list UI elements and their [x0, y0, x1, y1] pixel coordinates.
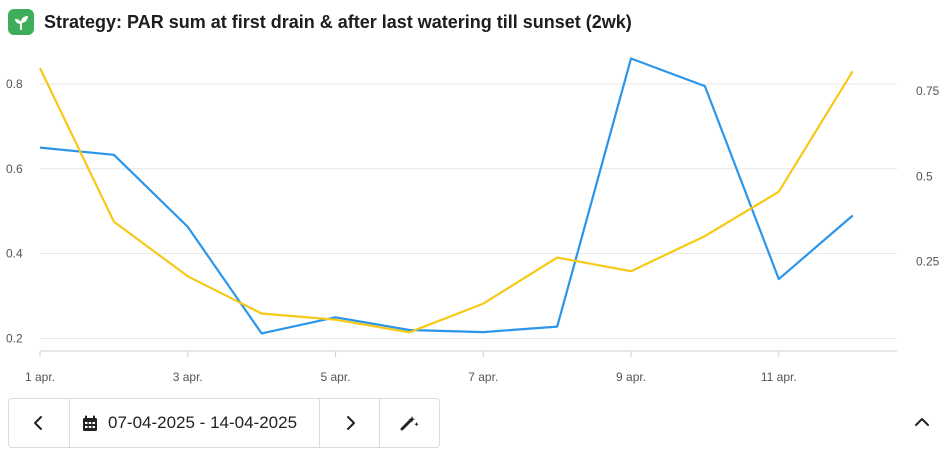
series-line-2 [39, 67, 854, 334]
x-tick-label: 1 apr. [25, 370, 55, 384]
left-y-tick-label: 0.6 [6, 162, 23, 176]
date-range-text: 07-04-2025 - 14-04-2025 [108, 413, 298, 432]
chart-tool-button[interactable] [379, 399, 439, 447]
data-series [39, 57, 854, 335]
axes: 0.2 0.4 0.6 0.8 0.25 0.5 0.75 1 apr. 3 apr. 5 apr… [6, 77, 940, 384]
magic-wand-icon [400, 416, 419, 431]
chevron-right-icon [346, 416, 355, 430]
chevron-left-icon [34, 416, 42, 430]
right-y-tick-label: 0.25 [916, 255, 940, 269]
x-tick-label: 7 apr. [468, 370, 498, 384]
date-range-picker[interactable]: 07-04-2025 - 14-04-2025 [69, 399, 319, 447]
left-y-tick-label: 0.8 [6, 77, 23, 91]
line-chart: 0.2 0.4 0.6 0.8 0.25 0.5 0.75 1 apr. 3 apr. 5 apr… [6, 57, 940, 384]
collapse-button[interactable] [906, 406, 938, 438]
date-navigation-toolbar: 07-04-2025 - 14-04-2025 [8, 398, 440, 448]
plant-sprout-icon [8, 9, 34, 35]
series-line-1 [39, 57, 854, 335]
x-tick-label: 5 apr. [321, 370, 351, 384]
right-y-tick-label: 0.75 [916, 84, 940, 98]
chevron-up-icon [915, 418, 929, 426]
x-tick-label: 3 apr. [173, 370, 203, 384]
right-y-tick-label: 0.5 [916, 169, 933, 183]
left-y-tick-label: 0.4 [6, 247, 23, 261]
chart-header: Strategy: PAR sum at first drain & after… [8, 8, 632, 36]
x-tick-label: 9 apr. [616, 370, 646, 384]
calendar-icon [83, 415, 97, 431]
previous-period-button[interactable] [9, 399, 69, 447]
left-y-tick-label: 0.2 [6, 332, 23, 346]
x-tick-label: 11 apr. [761, 370, 797, 384]
next-period-button[interactable] [319, 399, 379, 447]
chart-title: Strategy: PAR sum at first drain & after… [44, 11, 632, 32]
grid-lines [40, 83, 897, 340]
